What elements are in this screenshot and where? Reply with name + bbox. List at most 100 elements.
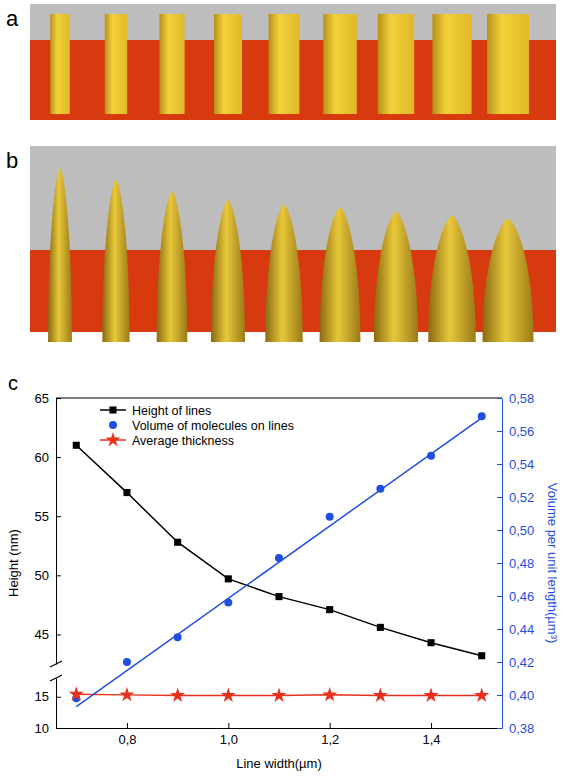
marker xyxy=(478,652,485,659)
tick-label: 1,0 xyxy=(220,732,238,747)
tick-mark xyxy=(497,629,502,630)
axis: 0,38 0,40 0,42 0,44 0,46 0,48 0,50 0,52 0,54 0,56… xyxy=(497,391,534,736)
tick-label: 65 xyxy=(35,391,49,406)
line-block xyxy=(378,14,414,114)
tick-mark xyxy=(497,431,502,432)
line-block xyxy=(323,14,357,114)
axis-line xyxy=(56,399,57,665)
tick-mark xyxy=(497,563,502,564)
axis-line xyxy=(502,399,503,729)
marker xyxy=(474,688,489,702)
marker xyxy=(424,688,439,702)
tick: 10 xyxy=(35,721,61,736)
panel-label: b xyxy=(6,148,18,173)
legend-label: Volume of molecules on lines xyxy=(132,419,294,433)
tick-label: 0,48 xyxy=(509,556,534,571)
line-block xyxy=(50,14,70,114)
tick-label: 0,42 xyxy=(509,655,534,670)
marker xyxy=(271,688,286,702)
tick: 0,8 xyxy=(118,723,136,747)
tick-mark xyxy=(497,398,502,399)
tick-label: 50 xyxy=(35,568,49,583)
line-block xyxy=(269,14,300,114)
line-profile xyxy=(428,216,476,342)
line-block xyxy=(432,14,471,114)
tick-label: 10 xyxy=(35,721,49,736)
marker xyxy=(123,658,131,666)
legend: Height of linesVolume of molecules on li… xyxy=(100,404,294,448)
tick-label: 60 xyxy=(35,450,49,465)
tick: 55 xyxy=(35,509,61,524)
panel-b: b xyxy=(6,146,556,342)
marker xyxy=(73,442,80,449)
y-axis-title: Height (nm) xyxy=(6,529,21,597)
panel-label: c xyxy=(8,372,18,394)
marker xyxy=(428,639,435,646)
tick-label: 0,8 xyxy=(118,732,136,747)
tick-mark xyxy=(56,398,61,399)
tick-mark xyxy=(56,575,61,576)
marker xyxy=(170,688,185,702)
marker xyxy=(275,593,282,600)
axis-break xyxy=(50,661,62,667)
frame-top xyxy=(56,398,502,399)
line-block xyxy=(159,14,184,114)
tick-label: 0,40 xyxy=(509,688,534,703)
tick: 50 xyxy=(35,568,61,583)
tick-label: 1,4 xyxy=(423,732,441,747)
tick-mark xyxy=(56,516,61,517)
panel-c: 0,81,01,21,4101545505560650,380,400,420,… xyxy=(6,372,560,771)
line-profile xyxy=(374,212,418,342)
panel-label: a xyxy=(6,6,19,31)
tick-label: 0,52 xyxy=(509,490,534,505)
line-profile xyxy=(211,200,245,342)
line-profile xyxy=(320,208,361,342)
tick-mark xyxy=(56,457,61,458)
tick-label: 0,56 xyxy=(509,424,534,439)
tick-label: 0,38 xyxy=(509,721,534,736)
tick-mark xyxy=(56,697,61,698)
tick: 0,58 xyxy=(497,391,534,406)
tick-mark xyxy=(497,497,502,498)
tick-mark xyxy=(127,723,128,728)
tick: 0,40 xyxy=(497,688,534,703)
tick: 0,54 xyxy=(497,457,534,472)
tick-mark xyxy=(431,723,432,728)
tick: 0,56 xyxy=(497,424,534,439)
line-profile xyxy=(483,219,534,342)
legend-label: Average thickness xyxy=(132,434,234,448)
tick-label: 0,44 xyxy=(509,622,534,637)
marker xyxy=(225,575,232,582)
marker xyxy=(221,688,236,702)
panel-a: a xyxy=(6,4,556,120)
axis: 0,81,01,21,4 xyxy=(57,723,503,747)
tick-label: 45 xyxy=(35,627,49,642)
tick: 0,50 xyxy=(497,523,534,538)
tick: 1,4 xyxy=(423,723,441,747)
plot-area xyxy=(69,412,489,706)
tick-mark xyxy=(56,728,61,729)
marker xyxy=(174,539,181,546)
marker xyxy=(119,687,134,701)
marker xyxy=(377,624,384,631)
line-profile xyxy=(102,180,129,342)
legend-entry: Height of lines xyxy=(100,404,211,418)
tick-label: 0,58 xyxy=(509,391,534,406)
marker xyxy=(326,606,333,613)
legend-entry: Volume of molecules on lines xyxy=(109,419,294,433)
axis-line xyxy=(56,679,57,729)
line-profile xyxy=(48,168,72,342)
tick-mark xyxy=(497,728,502,729)
tick-label: 0,50 xyxy=(509,523,534,538)
axis-line xyxy=(57,728,503,729)
tick-label: 0,54 xyxy=(509,457,534,472)
tick: 60 xyxy=(35,450,61,465)
tick: 65 xyxy=(35,391,61,406)
line-profile xyxy=(157,192,188,342)
line-block xyxy=(214,14,242,114)
tick: 0,52 xyxy=(497,490,534,505)
tick-label: 55 xyxy=(35,509,49,524)
tick: 0,46 xyxy=(497,589,534,604)
marker xyxy=(69,686,84,700)
series-line xyxy=(76,418,481,707)
